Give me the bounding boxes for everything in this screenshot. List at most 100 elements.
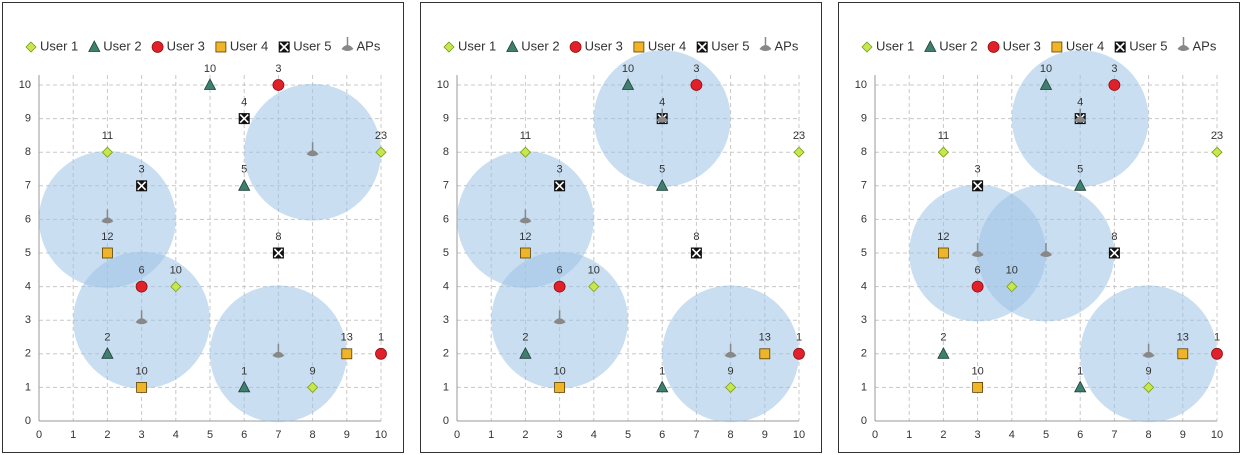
x-tick-label: 4 — [1009, 429, 1015, 441]
data-label: 1 — [659, 365, 665, 377]
user-marker — [793, 146, 805, 158]
ap-marker — [519, 209, 532, 224]
x-tick-label: 0 — [872, 429, 878, 441]
user-marker — [938, 247, 949, 259]
data-label: 3 — [557, 164, 563, 176]
user-marker — [1114, 41, 1126, 53]
legend-label: User 2 — [939, 38, 977, 53]
ap-marker — [306, 142, 319, 157]
y-tick-label: 8 — [25, 146, 31, 158]
user-marker — [101, 146, 113, 158]
legend-label: User 5 — [1129, 38, 1167, 53]
marker-cross — [973, 181, 983, 191]
data-label: 3 — [693, 63, 699, 75]
user-marker — [1006, 281, 1018, 293]
data-label: 1 — [241, 365, 247, 377]
y-tick-label: 2 — [25, 348, 31, 360]
data-label: 23 — [1211, 130, 1223, 142]
user-marker — [519, 346, 532, 359]
user-marker — [1108, 79, 1121, 91]
legend-label: User 5 — [711, 38, 749, 53]
legend-label: User 1 — [458, 38, 496, 53]
user-marker — [375, 146, 387, 158]
x-tick-label: 5 — [207, 429, 213, 441]
ap-body — [135, 318, 148, 325]
y-tick-label: 9 — [25, 113, 31, 125]
user-marker — [759, 348, 771, 360]
x-tick-label: 1 — [70, 429, 76, 441]
y-tick-label: 10 — [19, 79, 31, 91]
y-tick-label: 2 — [861, 348, 867, 360]
user-marker — [519, 146, 531, 158]
y-tick-label: 5 — [861, 247, 867, 259]
user-marker — [793, 347, 805, 360]
ap-marker — [341, 37, 354, 51]
y-tick-label: 2 — [443, 348, 449, 360]
y-tick-label: 0 — [443, 415, 449, 427]
user-marker — [215, 41, 227, 53]
y-tick-label: 1 — [443, 381, 449, 393]
y-tick-label: 7 — [861, 180, 867, 192]
user-marker — [972, 381, 984, 393]
ap-marker — [759, 37, 772, 51]
data-label: 10 — [553, 365, 565, 377]
user-marker — [272, 247, 284, 259]
user-marker — [554, 180, 566, 192]
ap-marker — [724, 343, 737, 358]
y-tick-label: 5 — [443, 247, 449, 259]
user-marker — [170, 281, 182, 293]
x-tick-label: 3 — [557, 429, 563, 441]
marker-cross — [691, 248, 701, 258]
legend-label: APs — [774, 38, 798, 53]
user-marker — [443, 41, 455, 53]
x-tick-label: 1 — [488, 429, 494, 441]
x-tick-label: 9 — [344, 429, 350, 441]
marker-cross — [1115, 42, 1125, 52]
data-label: 10 — [1006, 265, 1018, 277]
data-label: 4 — [1077, 97, 1083, 109]
user-marker — [520, 247, 531, 259]
x-tick-label: 1 — [906, 429, 912, 441]
user-marker — [135, 280, 148, 293]
user-marker — [203, 78, 217, 90]
data-label: 3 — [139, 164, 145, 176]
user-marker — [690, 247, 702, 259]
data-label: 8 — [693, 231, 699, 243]
x-tick-label: 10 — [375, 429, 387, 441]
ap-body — [1142, 351, 1155, 358]
data-label: 13 — [1177, 332, 1189, 344]
ap-body — [1074, 116, 1087, 123]
x-tick-label: 10 — [793, 429, 805, 441]
data-label: 5 — [659, 164, 665, 176]
data-label: 1 — [1077, 365, 1083, 377]
legend-label: User 5 — [293, 38, 331, 53]
data-label: 13 — [341, 332, 353, 344]
data-label: 3 — [1111, 63, 1117, 75]
ap-marker — [1142, 343, 1155, 358]
data-label: 9 — [1146, 365, 1152, 377]
data-label: 3 — [275, 63, 281, 75]
data-label: 11 — [102, 130, 113, 142]
ap-marker — [1040, 243, 1052, 257]
user-marker — [1211, 146, 1223, 158]
legend-label: User 2 — [521, 38, 559, 53]
x-tick-label: 7 — [1111, 429, 1117, 441]
x-tick-label: 0 — [454, 429, 460, 441]
user-marker — [656, 178, 669, 191]
data-label: 12 — [519, 231, 531, 243]
y-tick-label: 9 — [861, 113, 867, 125]
user-marker — [1211, 347, 1223, 360]
user-marker — [621, 78, 635, 90]
user-marker — [278, 41, 290, 53]
marker-cross — [697, 42, 707, 52]
x-tick-label: 4 — [591, 429, 597, 441]
user-marker — [1074, 380, 1087, 393]
user-marker — [88, 40, 101, 52]
user-marker — [1039, 78, 1053, 90]
legend-label: User 4 — [1066, 38, 1104, 53]
user-marker — [375, 347, 387, 360]
user-marker — [136, 180, 148, 192]
marker-cross — [273, 248, 283, 258]
marker-cross — [555, 181, 565, 191]
